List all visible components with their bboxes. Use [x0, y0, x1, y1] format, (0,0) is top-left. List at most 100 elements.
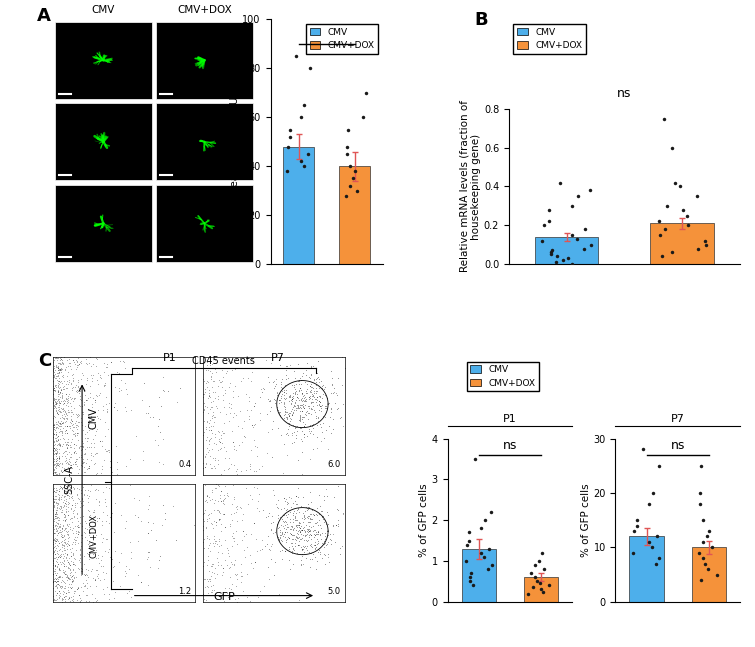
- Point: [70, 380, 82, 390]
- Point: [61, 421, 73, 431]
- Point: [312, 538, 324, 548]
- Point: [62, 397, 74, 407]
- Point: [64, 459, 76, 470]
- Point: [236, 567, 248, 578]
- Point: [51, 362, 63, 372]
- Point: [61, 562, 73, 573]
- Point: [76, 436, 88, 446]
- Point: [51, 505, 63, 515]
- Point: [257, 387, 269, 397]
- Point: [53, 406, 65, 416]
- Point: [50, 569, 62, 580]
- Point: [56, 418, 68, 428]
- Point: [57, 403, 69, 413]
- Point: [119, 523, 131, 533]
- Point: [359, 479, 371, 489]
- Point: [90, 581, 102, 591]
- Point: [226, 579, 239, 589]
- Point: [56, 391, 68, 401]
- Point: [50, 417, 62, 428]
- Point: [263, 507, 276, 518]
- Point: [260, 408, 273, 419]
- Point: [50, 435, 62, 446]
- Point: [254, 586, 266, 597]
- Point: [311, 373, 323, 384]
- Point: [286, 410, 298, 420]
- Point: [291, 422, 303, 432]
- Point: [236, 373, 248, 384]
- Point: [273, 535, 285, 545]
- Point: [292, 532, 304, 543]
- Point: [295, 378, 307, 389]
- Point: [337, 509, 349, 520]
- Point: [229, 380, 241, 391]
- Point: [306, 548, 318, 558]
- Point: [304, 394, 316, 404]
- Point: [208, 568, 220, 578]
- Point: [51, 552, 63, 562]
- Point: [59, 364, 71, 375]
- Point: [329, 397, 341, 408]
- Point: [71, 521, 83, 532]
- Point: [291, 515, 303, 525]
- Point: [265, 554, 277, 565]
- Point: [327, 521, 339, 532]
- Point: [225, 584, 237, 594]
- Point: [321, 539, 333, 549]
- Point: [56, 523, 68, 534]
- Point: [67, 570, 79, 580]
- Point: [217, 395, 229, 406]
- Point: [47, 357, 59, 367]
- Point: [297, 514, 310, 524]
- Point: [55, 419, 67, 430]
- Point: [291, 389, 304, 399]
- Point: [111, 469, 123, 479]
- Point: [64, 523, 76, 534]
- Point: [66, 576, 79, 586]
- Point: [100, 534, 112, 544]
- Point: [60, 439, 72, 449]
- Point: [208, 375, 220, 386]
- Point: [66, 575, 79, 585]
- Point: [52, 498, 64, 509]
- Point: [291, 403, 304, 413]
- Point: [48, 421, 60, 432]
- Point: [85, 412, 97, 422]
- Point: [327, 413, 339, 424]
- Point: [313, 489, 325, 499]
- Point: [72, 527, 85, 538]
- Point: [85, 360, 97, 371]
- Point: [94, 558, 106, 568]
- Point: [103, 518, 115, 528]
- Point: [49, 494, 61, 505]
- Point: [52, 575, 64, 585]
- Point: [50, 581, 62, 591]
- Point: [51, 432, 63, 442]
- Point: [66, 576, 78, 586]
- Point: [55, 396, 67, 406]
- Point: [245, 463, 257, 474]
- Point: [278, 493, 290, 503]
- Point: [99, 443, 111, 454]
- Point: [49, 576, 61, 586]
- Point: [55, 501, 67, 511]
- Point: [52, 387, 64, 397]
- Point: [84, 486, 96, 496]
- Title: P1: P1: [503, 414, 516, 424]
- Point: [200, 423, 212, 433]
- Point: [110, 441, 122, 452]
- Point: [48, 440, 60, 450]
- Point: [267, 415, 279, 426]
- Point: [273, 395, 285, 405]
- Point: [59, 523, 71, 533]
- Point: [307, 405, 319, 415]
- Point: [322, 510, 334, 520]
- Point: [208, 531, 220, 542]
- Point: [312, 415, 324, 426]
- Point: [331, 519, 344, 529]
- Point: [51, 398, 63, 408]
- Point: [51, 509, 63, 519]
- Point: [51, 587, 63, 598]
- Point: [291, 421, 304, 432]
- Point: [59, 498, 71, 508]
